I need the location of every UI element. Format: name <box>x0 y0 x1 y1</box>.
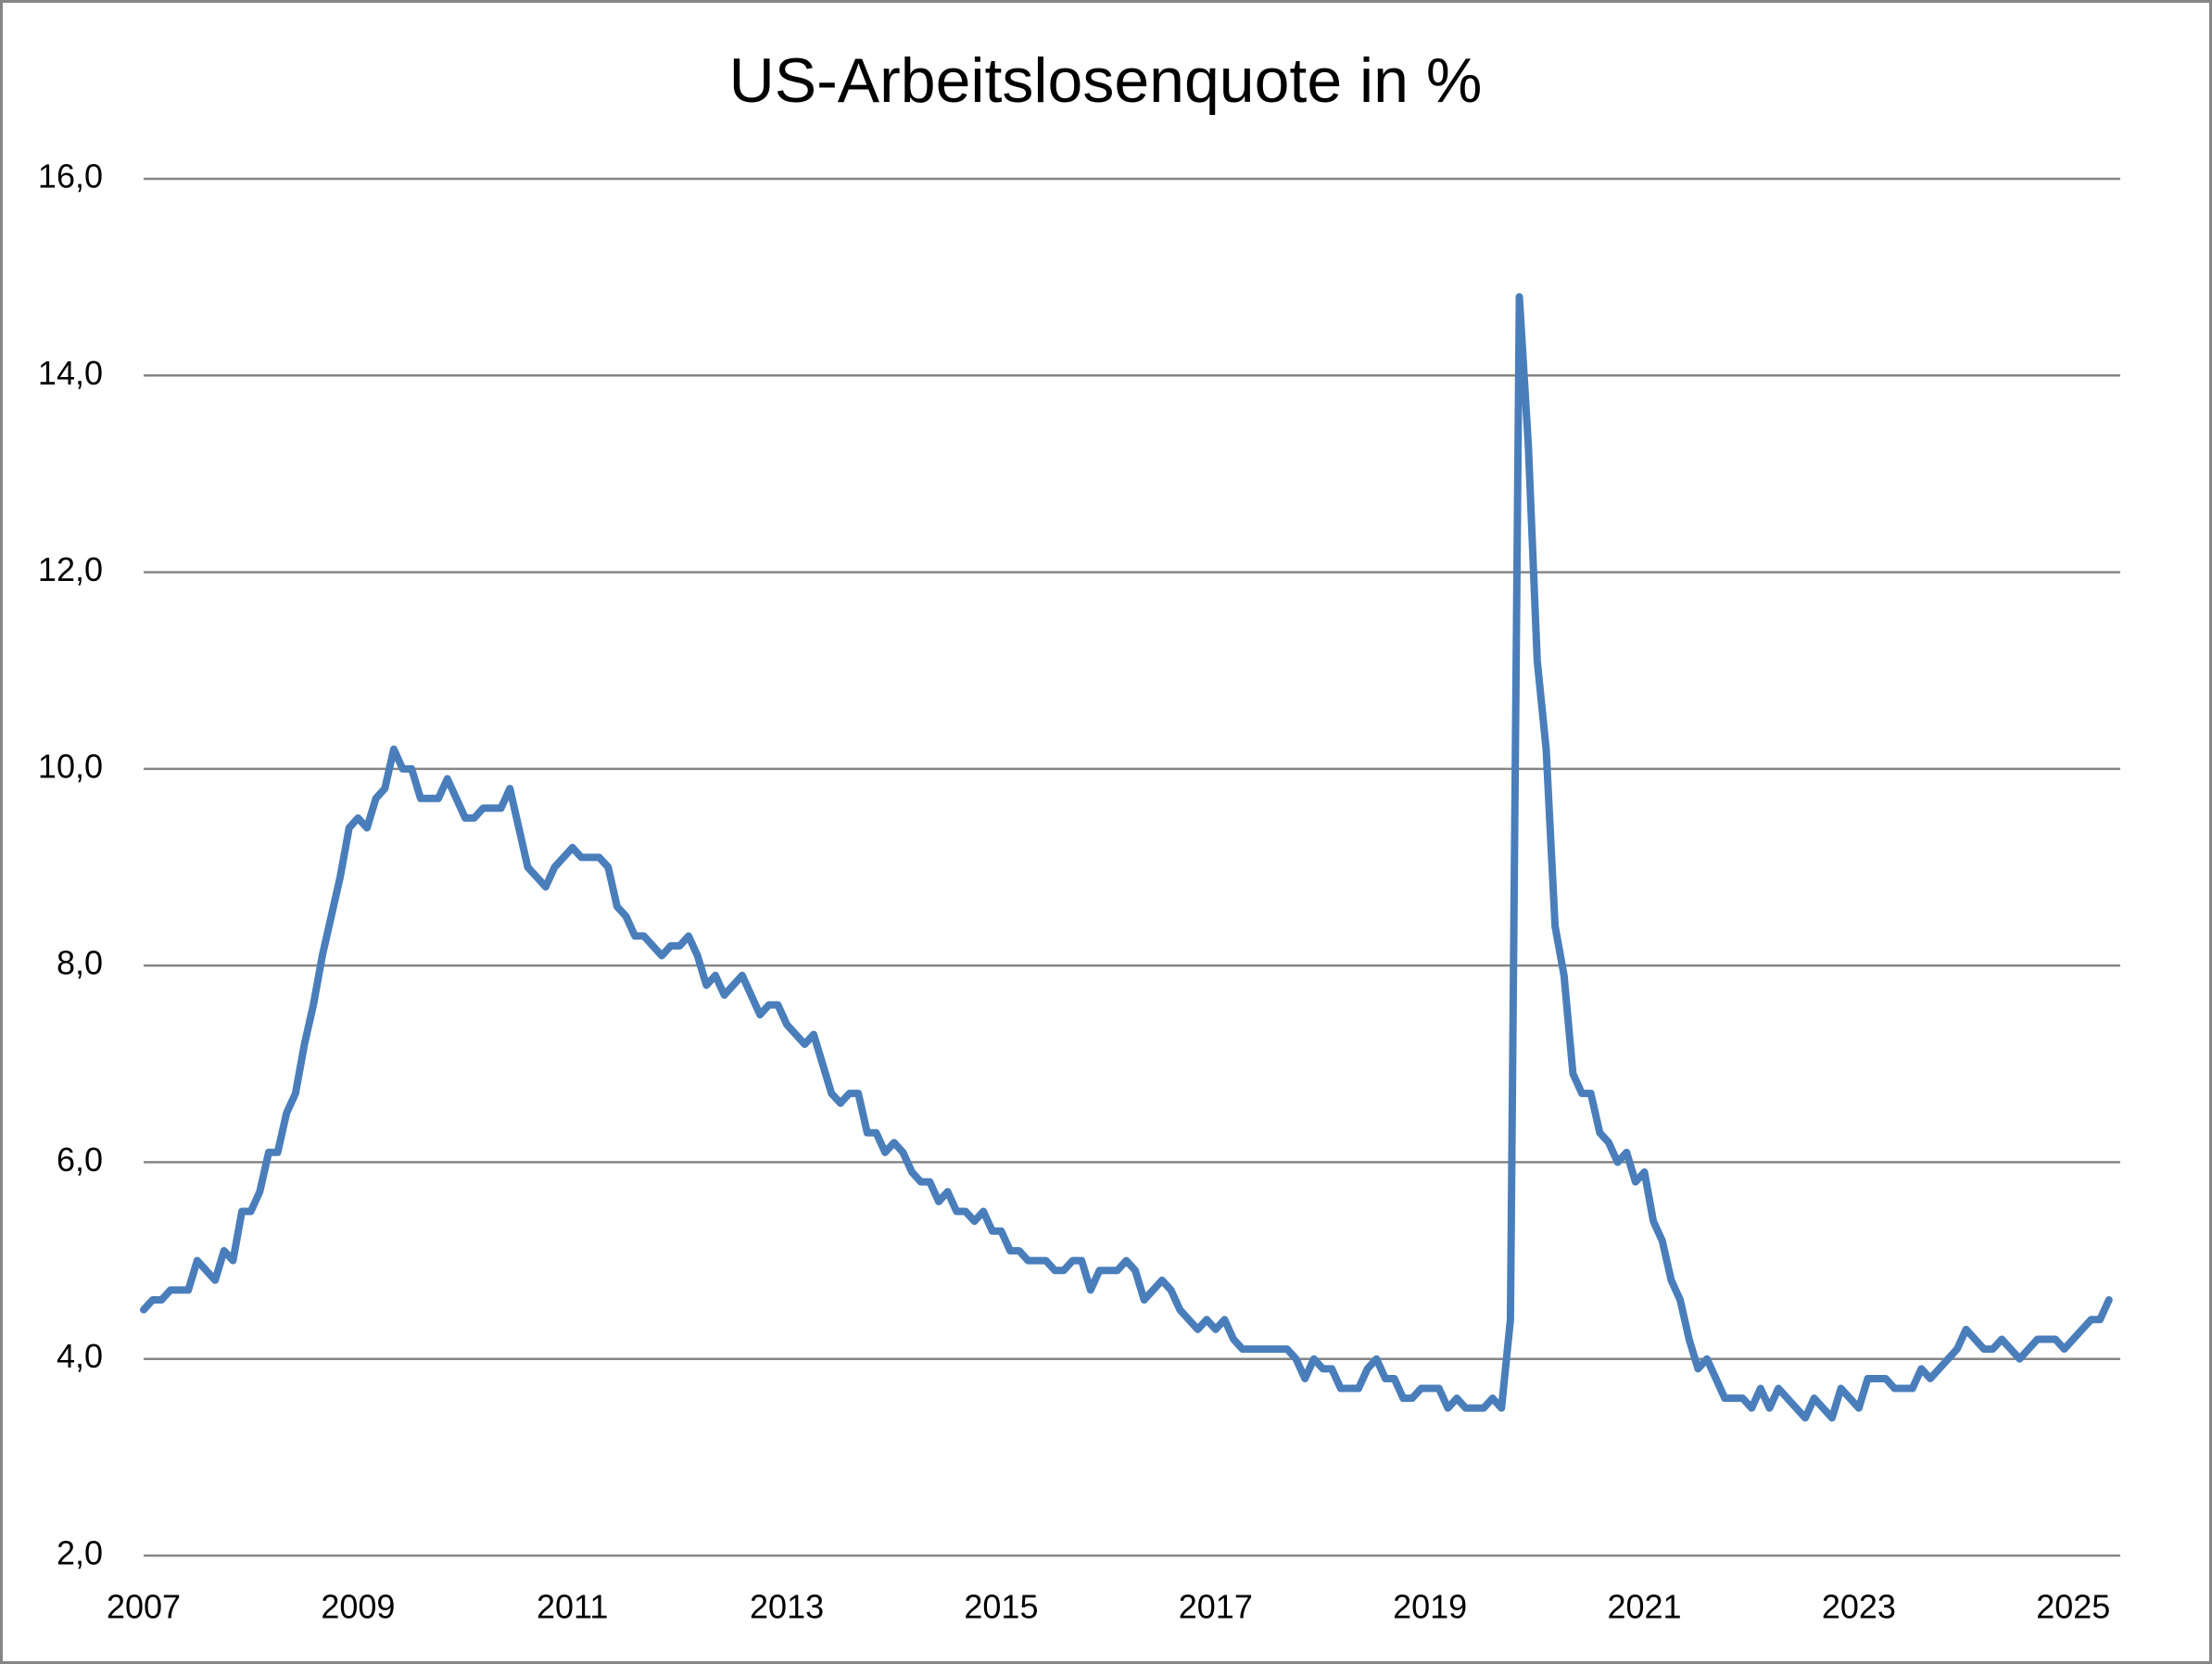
x-tick-label: 2019 <box>1393 1588 1467 1626</box>
y-tick-label: 2,0 <box>57 1534 103 1572</box>
chart-title: US-Arbeitslosenquote in % <box>729 45 1483 116</box>
y-tick-label: 14,0 <box>38 354 103 392</box>
y-tick-label: 10,0 <box>38 747 103 785</box>
y-tick-label: 8,0 <box>57 944 103 982</box>
data-line <box>140 293 2113 1422</box>
x-tick-label: 2007 <box>107 1588 181 1626</box>
x-tick-label: 2011 <box>537 1588 608 1626</box>
y-tick-label: 6,0 <box>57 1141 103 1179</box>
x-tick-label: 2009 <box>321 1588 395 1626</box>
x-tick-label: 2017 <box>1179 1588 1253 1626</box>
x-tick-label: 2021 <box>1607 1588 1681 1626</box>
y-tick-label: 12,0 <box>38 550 103 588</box>
y-tick-label: 16,0 <box>38 158 103 195</box>
x-tick-label: 2013 <box>750 1588 824 1626</box>
y-tick-label: 4,0 <box>57 1337 103 1375</box>
x-tick-label: 2025 <box>2036 1588 2110 1626</box>
x-tick-label: 2023 <box>1822 1588 1896 1626</box>
x-tick-label: 2015 <box>964 1588 1038 1626</box>
